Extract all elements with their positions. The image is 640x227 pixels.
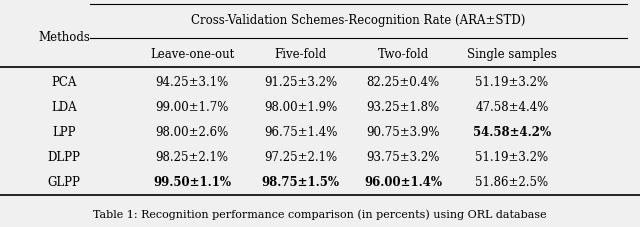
Text: 51.19±3.2%: 51.19±3.2% [476, 150, 548, 163]
Text: 54.58±4.2%: 54.58±4.2% [473, 125, 551, 138]
Text: Five-fold: Five-fold [275, 48, 327, 61]
Text: PCA: PCA [51, 75, 77, 88]
Text: Cross-Validation Schemes-Recognition Rate (ARA±STD): Cross-Validation Schemes-Recognition Rat… [191, 14, 525, 27]
Text: 91.25±3.2%: 91.25±3.2% [264, 75, 337, 88]
Text: 47.58±4.4%: 47.58±4.4% [476, 100, 548, 113]
Text: 90.75±3.9%: 90.75±3.9% [367, 125, 440, 138]
Text: 94.25±3.1%: 94.25±3.1% [156, 75, 228, 88]
Text: Two-fold: Two-fold [378, 48, 429, 61]
Text: 51.19±3.2%: 51.19±3.2% [476, 75, 548, 88]
Text: 51.86±2.5%: 51.86±2.5% [476, 175, 548, 188]
Text: 96.00±1.4%: 96.00±1.4% [364, 175, 442, 188]
Text: LPP: LPP [52, 125, 76, 138]
Text: Methods: Methods [38, 31, 90, 44]
Text: 93.75±3.2%: 93.75±3.2% [367, 150, 440, 163]
Text: 99.50±1.1%: 99.50±1.1% [153, 175, 231, 188]
Text: 98.25±2.1%: 98.25±2.1% [156, 150, 228, 163]
Text: 98.75±1.5%: 98.75±1.5% [262, 175, 340, 188]
Text: GLPP: GLPP [47, 175, 81, 188]
Text: 97.25±2.1%: 97.25±2.1% [264, 150, 337, 163]
Text: Leave-one-out: Leave-one-out [150, 48, 234, 61]
Text: 98.00±1.9%: 98.00±1.9% [264, 100, 337, 113]
Text: Table 1: Recognition performance comparison (in percents) using ORL database: Table 1: Recognition performance compari… [93, 208, 547, 219]
Text: Single samples: Single samples [467, 48, 557, 61]
Text: 98.00±2.6%: 98.00±2.6% [156, 125, 228, 138]
Text: DLPP: DLPP [47, 150, 81, 163]
Text: 96.75±1.4%: 96.75±1.4% [264, 125, 337, 138]
Text: 93.25±1.8%: 93.25±1.8% [367, 100, 440, 113]
Text: 99.00±1.7%: 99.00±1.7% [156, 100, 228, 113]
Text: 82.25±0.4%: 82.25±0.4% [367, 75, 440, 88]
Text: LDA: LDA [51, 100, 77, 113]
